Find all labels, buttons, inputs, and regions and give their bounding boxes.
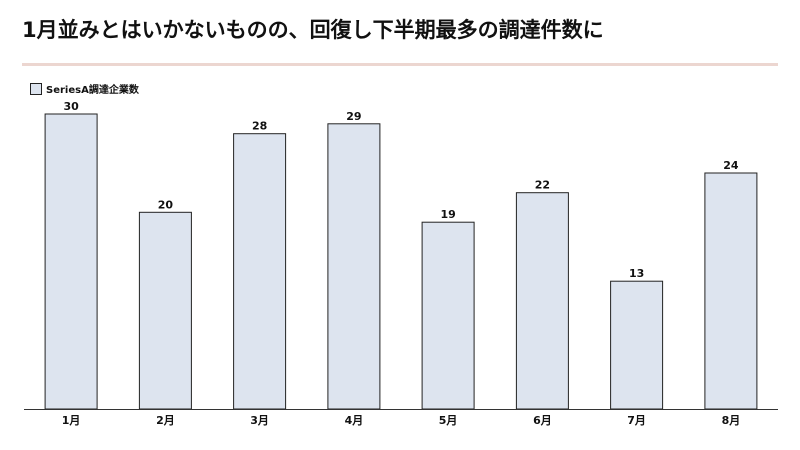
x-tick-label: 5月 xyxy=(439,414,458,427)
bar-1 xyxy=(44,113,98,410)
bar-4 xyxy=(327,123,381,410)
value-labels-group: 30 20 28 29 19 22 13 24 xyxy=(63,100,738,280)
bar-3 xyxy=(233,133,287,410)
bar-value-label: 13 xyxy=(629,267,644,280)
bar-6 xyxy=(515,192,569,410)
bar-value-label: 19 xyxy=(440,208,455,221)
x-tick-label: 1月 xyxy=(62,414,81,427)
legend-label: SeriesA調達企業数 xyxy=(46,85,139,96)
bar-value-label: 29 xyxy=(346,110,361,123)
title-divider xyxy=(22,63,778,66)
chart-legend: SeriesA調達企業数 xyxy=(30,81,139,96)
x-tick-label: 8月 xyxy=(722,414,741,427)
x-tick-label: 3月 xyxy=(250,414,269,427)
bars-group xyxy=(44,113,758,410)
legend-swatch xyxy=(30,82,42,95)
bar-value-label: 22 xyxy=(535,179,550,192)
bar-value-label: 28 xyxy=(252,120,267,133)
page-title: 1月並みとはいかないものの、回復し下半期最多の調達件数に xyxy=(22,18,604,42)
bar-value-label: 20 xyxy=(158,198,174,211)
bar-7 xyxy=(610,280,664,410)
category-labels-group: 1月 2月 3月 4月 5月 6月 7月 8月 xyxy=(62,414,740,427)
x-tick-label: 4月 xyxy=(345,414,364,427)
x-tick-label: 2月 xyxy=(156,414,175,427)
x-tick-label: 6月 xyxy=(533,414,552,427)
bar-5 xyxy=(421,221,475,410)
bar-value-label: 30 xyxy=(63,100,79,113)
x-tick-label: 7月 xyxy=(627,414,646,427)
bar-8 xyxy=(704,172,758,410)
bar-2 xyxy=(138,211,192,410)
bar-value-label: 24 xyxy=(723,159,739,172)
